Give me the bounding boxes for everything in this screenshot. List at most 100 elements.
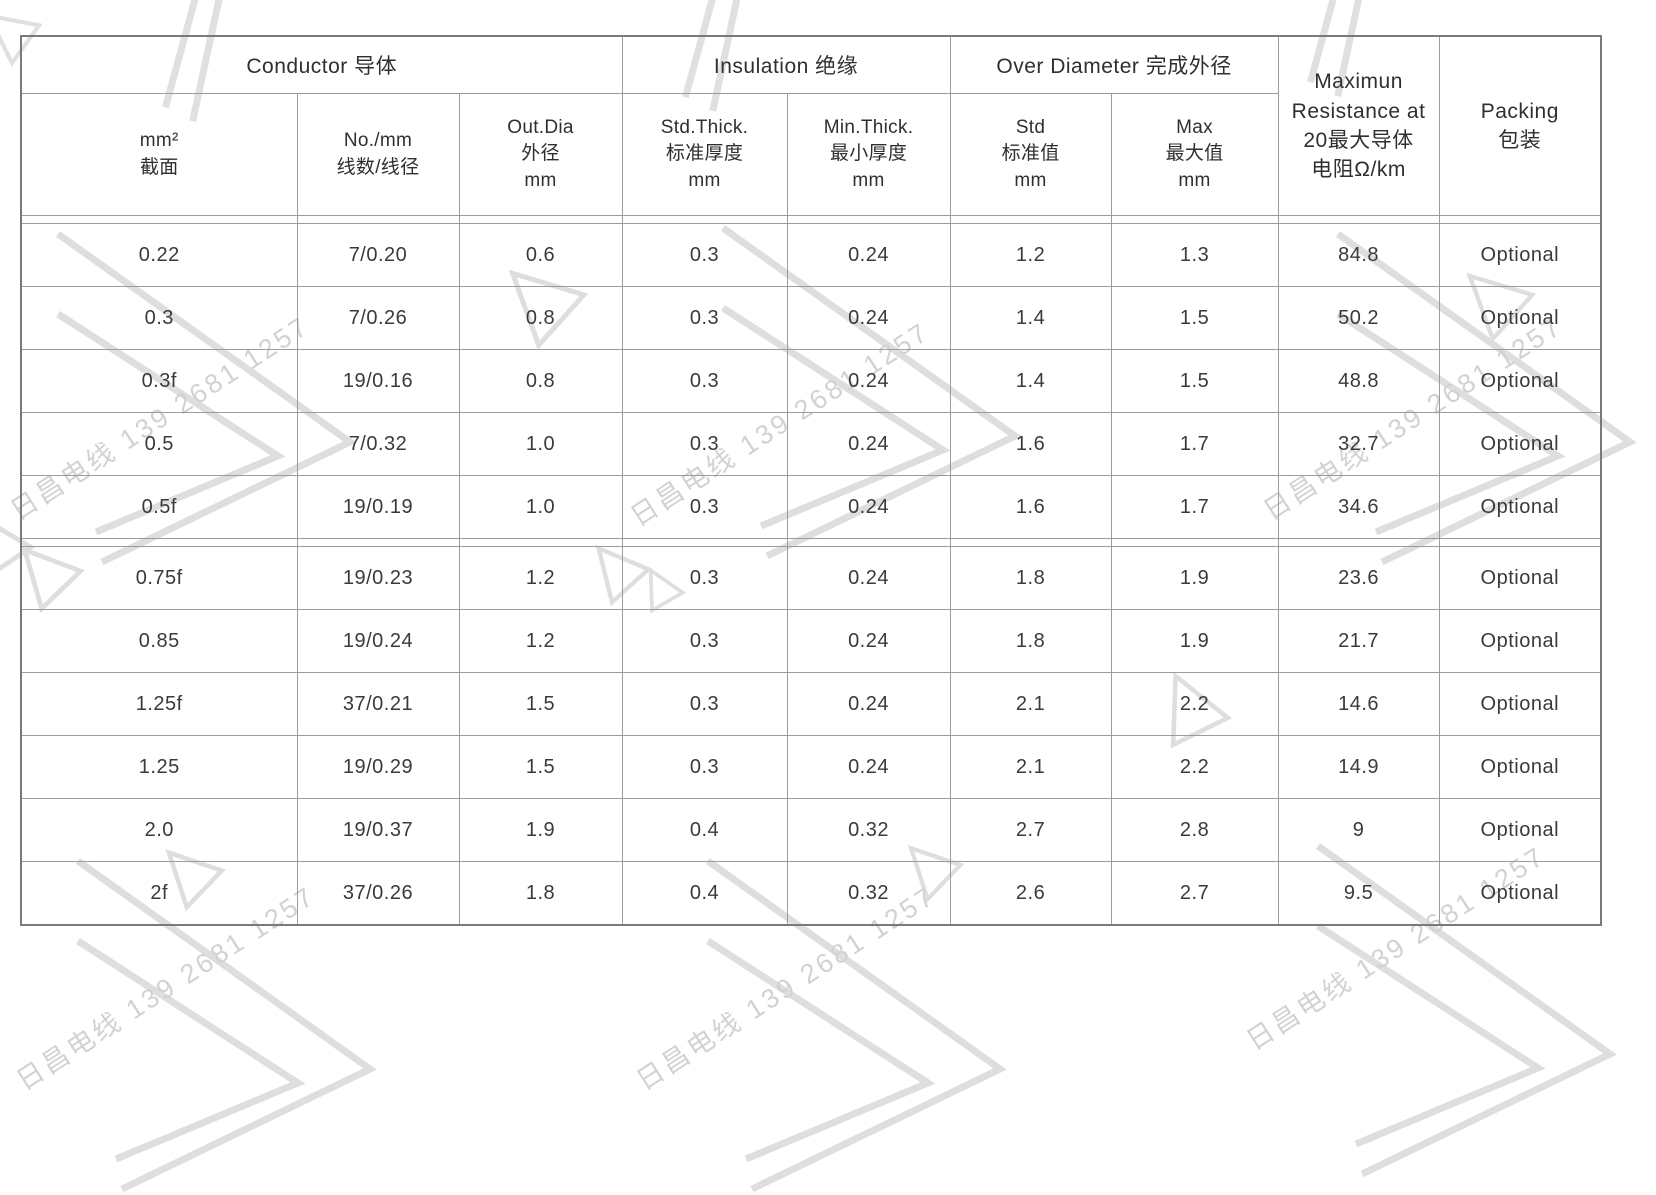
separator-cell — [621, 215, 788, 224]
column-header-packing: Packing 包装 — [1438, 35, 1602, 216]
group-header-over-diameter: Over Diameter 完成外径 — [949, 35, 1279, 94]
cell: 0.24 — [786, 349, 951, 413]
table-row: 0.75f 19/0.23 1.2 0.3 0.24 1.8 1.9 23.6 Optional — [20, 546, 1602, 610]
separator-cell — [786, 215, 951, 224]
cell: 23.6 — [1277, 546, 1440, 610]
header-line: Resistance at — [1291, 99, 1426, 123]
cell: 19/0.19 — [296, 475, 460, 539]
cell: 0.24 — [786, 672, 951, 736]
cell: 19/0.23 — [296, 546, 460, 610]
cell: 1.2 — [458, 609, 623, 673]
cell: 1.8 — [949, 546, 1112, 610]
column-header-out-dia: Out.Dia 外径 mm — [458, 93, 623, 216]
table-row: 1.25 19/0.29 1.5 0.3 0.24 2.1 2.2 14.9 Optional — [20, 735, 1602, 799]
cell: 0.24 — [786, 735, 951, 799]
header-line: Max — [1176, 116, 1213, 138]
header-line: Packing — [1480, 99, 1559, 123]
table-row: 0.3 7/0.26 0.8 0.3 0.24 1.4 1.5 50.2 Optional — [20, 286, 1602, 350]
cell: 1.8 — [458, 861, 623, 926]
separator-cell — [1277, 538, 1440, 547]
header-line: No./mm — [343, 129, 413, 151]
cell: 1.8 — [949, 609, 1112, 673]
cell: 0.4 — [621, 861, 788, 926]
cell: 2.2 — [1110, 735, 1279, 799]
column-header-strand: No./mm 线数/线径 — [296, 93, 460, 216]
column-header-min-thick: Min.Thick. 最小厚度 mm — [786, 93, 951, 216]
cell: 32.7 — [1277, 412, 1440, 476]
cell: 2.1 — [949, 735, 1112, 799]
cell: 7/0.20 — [296, 223, 460, 287]
cell: 1.2 — [458, 546, 623, 610]
cell: 0.24 — [786, 609, 951, 673]
cell: 1.9 — [1110, 546, 1279, 610]
cell: 0.85 — [20, 609, 298, 673]
separator-cell — [1438, 538, 1602, 547]
cell: 19/0.16 — [296, 349, 460, 413]
cell: 19/0.29 — [296, 735, 460, 799]
cell: 2.0 — [20, 798, 298, 862]
cell: 1.0 — [458, 475, 623, 539]
separator-cell — [20, 538, 298, 547]
cell: 1.9 — [458, 798, 623, 862]
separator-cell — [949, 538, 1112, 547]
separator-cell — [296, 215, 460, 224]
cell: 0.8 — [458, 286, 623, 350]
cell: 2.6 — [949, 861, 1112, 926]
cell: 1.9 — [1110, 609, 1279, 673]
cell: 2f — [20, 861, 298, 926]
cell: Optional — [1438, 412, 1602, 476]
cell: 0.3 — [621, 349, 788, 413]
double-rule-separator — [20, 538, 1602, 547]
cell: 0.3 — [621, 735, 788, 799]
cell: Optional — [1438, 609, 1602, 673]
table-row: 1.25f 37/0.21 1.5 0.3 0.24 2.1 2.2 14.6 Optional — [20, 672, 1602, 736]
cell: 14.9 — [1277, 735, 1440, 799]
column-header-od-std: Std 标准值 mm — [949, 93, 1112, 216]
group-header-insulation: Insulation 绝缘 — [621, 35, 951, 94]
header-line: mm — [852, 169, 885, 191]
cell: 2.7 — [1110, 861, 1279, 926]
cell: 48.8 — [1277, 349, 1440, 413]
separator-cell — [458, 215, 623, 224]
cell: 1.25 — [20, 735, 298, 799]
wire-spec-table: Conductor 导体 Insulation 绝缘 Over Diameter… — [20, 35, 1603, 926]
header-line: mm — [1178, 169, 1211, 191]
column-header-od-max: Max 最大值 mm — [1110, 93, 1279, 216]
column-header-max-resistance: Maximun Resistance at 20最大导体 电阻Ω/km — [1277, 35, 1440, 216]
cell: 0.32 — [786, 861, 951, 926]
cell: 0.3 — [621, 546, 788, 610]
separator-cell — [20, 215, 298, 224]
cell: 84.8 — [1277, 223, 1440, 287]
cell: 0.3 — [621, 412, 788, 476]
cell: 37/0.26 — [296, 861, 460, 926]
group-header-row: Conductor 导体 Insulation 绝缘 Over Diameter… — [20, 35, 1602, 216]
cell: 0.32 — [786, 798, 951, 862]
separator-cell — [296, 538, 460, 547]
cell: 0.5 — [20, 412, 298, 476]
separator-cell — [786, 538, 951, 547]
cell: 34.6 — [1277, 475, 1440, 539]
cell: 0.6 — [458, 223, 623, 287]
cell: Optional — [1438, 223, 1602, 287]
table-row: 0.5f 19/0.19 1.0 0.3 0.24 1.6 1.7 34.6 Optional — [20, 475, 1602, 539]
header-line: 最小厚度 — [829, 143, 908, 165]
cell: Optional — [1438, 861, 1602, 926]
cell: Optional — [1438, 735, 1602, 799]
group-header-conductor: Conductor 导体 — [20, 35, 623, 94]
cell: 1.5 — [1110, 349, 1279, 413]
cell: Optional — [1438, 475, 1602, 539]
header-line: 外径 — [521, 143, 560, 165]
cell: 0.4 — [621, 798, 788, 862]
separator-cell — [1110, 538, 1279, 547]
cell: 0.75f — [20, 546, 298, 610]
cell: 1.3 — [1110, 223, 1279, 287]
cell: 7/0.32 — [296, 412, 460, 476]
header-line: 标准厚度 — [665, 143, 744, 165]
cell: 1.7 — [1110, 475, 1279, 539]
header-line: mm — [688, 169, 721, 191]
header-line: Maximun — [1314, 70, 1403, 94]
header-line: 标准值 — [1001, 143, 1060, 165]
cell: 9.5 — [1277, 861, 1440, 926]
cell: 50.2 — [1277, 286, 1440, 350]
cell: Optional — [1438, 546, 1602, 610]
